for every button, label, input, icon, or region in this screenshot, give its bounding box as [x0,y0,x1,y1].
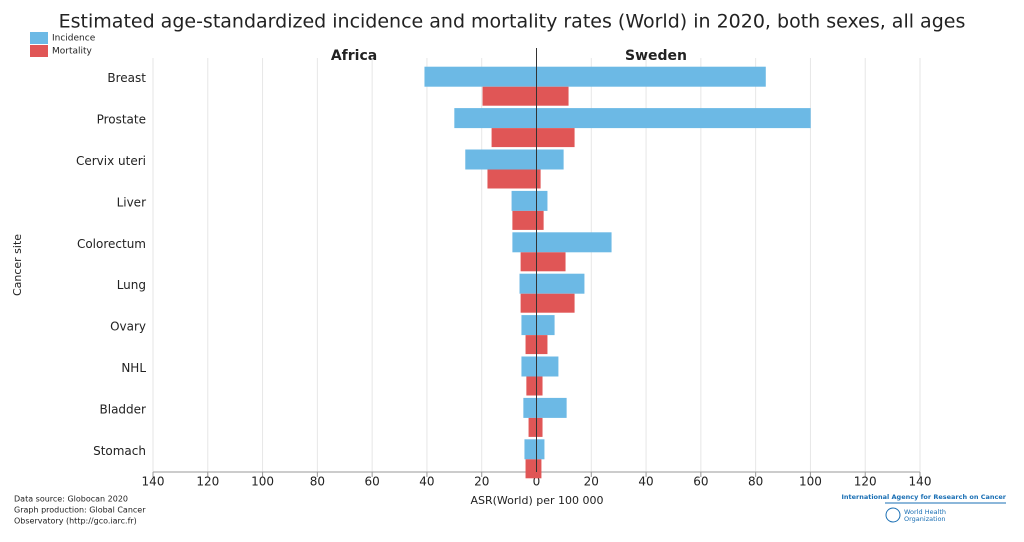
bar [536,293,575,313]
x-tick-label: 100 [799,475,822,489]
bar [454,108,537,129]
bar [536,397,567,418]
y-tick-label: Colorectum [77,237,146,251]
x-tick-label: 0 [533,475,541,489]
bar [511,190,537,211]
bar [536,356,559,377]
x-tick-label: 120 [854,475,877,489]
bar [521,315,537,336]
footer: Observatory (http://gco.iarc.fr) [14,517,137,526]
bar [424,66,537,87]
bar [491,128,537,148]
bar [536,335,548,355]
bar [487,169,537,189]
x-tick-label: 60 [365,475,380,489]
bar [536,66,766,87]
x-tick-label: 60 [693,475,708,489]
x-tick-label: 100 [251,475,274,489]
y-tick-label: Ovary [110,320,146,334]
y-axis-label: Cancer site [11,234,24,296]
y-tick-label: Stomach [93,444,146,458]
x-tick-label: 140 [909,475,932,489]
x-tick-label: 140 [142,475,165,489]
bar [536,273,585,294]
y-tick-label: Prostate [97,113,146,127]
x-tick-label: 20 [474,475,489,489]
x-tick-label: 20 [584,475,599,489]
bar [536,459,542,479]
bar [536,417,543,437]
bar [536,439,545,460]
y-tick-label: NHL [121,361,146,375]
x-tick-label: 40 [419,475,434,489]
logo-text: World Health [904,508,946,516]
panel-label: Africa [331,48,377,64]
bar [528,417,537,437]
legend-label: Mortality [52,47,93,57]
y-tick-label: Breast [107,71,146,85]
bar [536,252,566,272]
logo-text: International Agency for Research on Can… [841,493,1006,501]
bar [523,397,537,418]
x-tick-label: 120 [196,475,219,489]
logo-text: Organization [904,515,946,523]
bar [536,376,543,396]
bar [520,293,537,313]
bar [525,459,537,479]
bar [521,356,537,377]
bar [536,232,612,253]
bar [536,149,564,170]
footer: Data source: Globocan 2020 [14,495,128,504]
bar [536,86,569,106]
y-tick-label: Lung [117,278,146,292]
bar [524,439,537,460]
y-tick-label: Bladder [100,402,147,416]
y-tick-label: Cervix uteri [76,154,146,168]
bar [536,108,811,129]
x-tick-label: 80 [310,475,325,489]
legend-label: Incidence [52,34,96,44]
panel-label: Sweden [625,48,687,64]
bar [536,190,548,211]
bar [526,376,537,396]
x-tick-label: 80 [748,475,763,489]
bar [536,315,555,336]
bar [512,232,537,253]
bar [519,273,537,294]
bar [536,210,544,230]
legend-swatch [30,32,48,44]
x-axis-label: ASR(World) per 100 000 [470,494,603,507]
bar [536,128,575,148]
bar [525,335,537,355]
bar [465,149,537,170]
logo-emblem [885,507,901,523]
x-tick-label: 40 [638,475,653,489]
bar [520,252,537,272]
legend-swatch [30,45,48,57]
bar [536,169,541,189]
bar [482,86,537,106]
y-tick-label: Liver [117,195,147,209]
chart-title: Estimated age-standardized incidence and… [59,11,966,33]
bar [512,210,537,230]
footer: Graph production: Global Cancer [14,506,146,515]
